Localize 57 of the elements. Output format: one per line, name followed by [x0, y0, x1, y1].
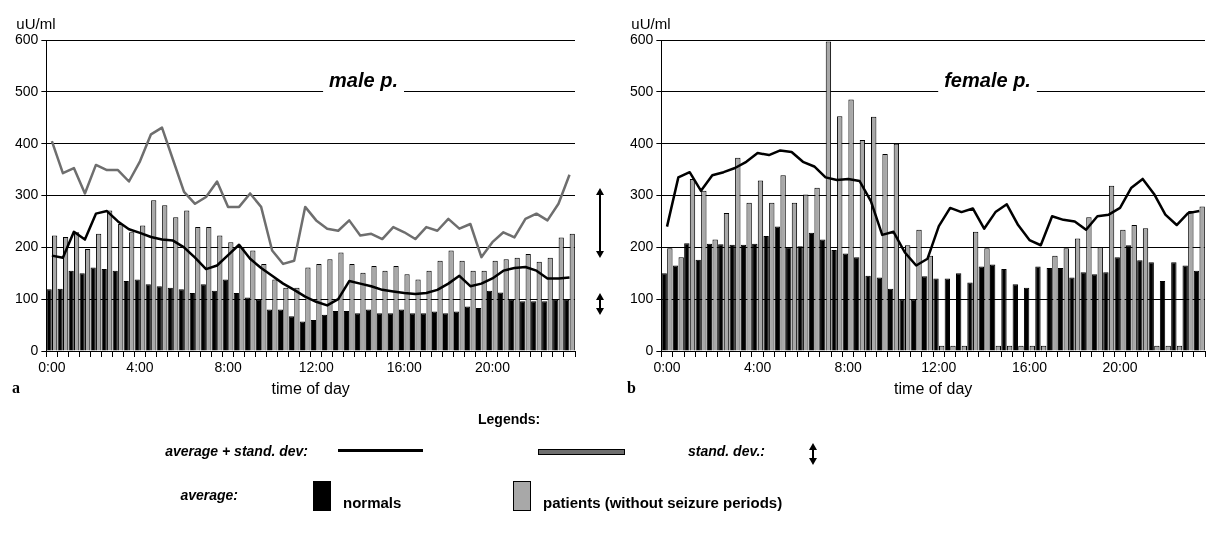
x-tick-label: 12:00 — [921, 359, 957, 376]
x-tick-label: 4:00 — [126, 359, 154, 376]
x-tick-label: 8:00 — [214, 359, 242, 376]
y-tick-label: 600 — [15, 30, 39, 47]
bar — [409, 313, 416, 351]
x-tick-label: 12:00 — [298, 359, 334, 376]
y-tick-label: 500 — [15, 82, 39, 99]
legend-title: Legends: — [478, 411, 541, 427]
bar — [299, 321, 306, 351]
text: average: — [179, 487, 238, 503]
bar — [343, 311, 350, 351]
y-tick-label: 300 — [15, 186, 39, 203]
x-axis-title: time of day — [894, 379, 973, 397]
y-tick-label: 0 — [645, 341, 654, 358]
y-axis-title: uU/ml — [16, 14, 56, 32]
bar — [376, 313, 383, 351]
x-tick-label: 20:00 — [474, 359, 511, 376]
y-tick-label: 200 — [15, 238, 39, 255]
text: b — [627, 379, 636, 397]
text: male p. — [329, 69, 398, 92]
text: a — [12, 379, 20, 397]
legend-label: patients (without seizure periods) — [543, 494, 783, 511]
bar — [277, 309, 284, 351]
text: average + stand. dev: — [164, 443, 308, 459]
x-tick-label: 16:00 — [1011, 359, 1048, 376]
x-tick-label: 4:00 — [744, 359, 772, 376]
bar — [387, 313, 394, 351]
bar — [442, 313, 449, 351]
x-tick-label: 8:00 — [834, 359, 863, 376]
x-tick-label: 0:00 — [38, 359, 66, 376]
x-tick-label: 20:00 — [1102, 359, 1138, 376]
bar — [332, 311, 339, 351]
legend-label: normals — [343, 494, 402, 511]
bar — [321, 314, 328, 351]
bar — [288, 316, 295, 351]
y-tick-label: 100 — [630, 290, 654, 307]
x-tick-label: 0:00 — [653, 359, 681, 376]
bar — [398, 309, 405, 351]
y-tick-label: 400 — [15, 134, 39, 151]
text: stand. dev.: — [688, 443, 767, 459]
y-tick-label: 200 — [630, 238, 654, 255]
bar — [354, 313, 361, 351]
y-tick-label: 400 — [630, 134, 654, 151]
y-tick-label: 300 — [630, 186, 654, 203]
bar — [453, 311, 460, 351]
y-tick-label: 0 — [30, 341, 39, 358]
x-axis-title: time of day — [271, 379, 350, 397]
bar — [365, 309, 372, 351]
bar — [420, 313, 427, 351]
x-tick-label: 16:00 — [386, 359, 423, 376]
bar — [431, 311, 438, 351]
y-axis-title: uU/ml — [631, 14, 671, 32]
bar — [310, 319, 317, 351]
y-tick-label: 500 — [630, 82, 654, 99]
y-tick-label: 100 — [15, 290, 39, 307]
text: female p. — [944, 69, 1031, 92]
y-tick-label: 600 — [630, 30, 654, 47]
